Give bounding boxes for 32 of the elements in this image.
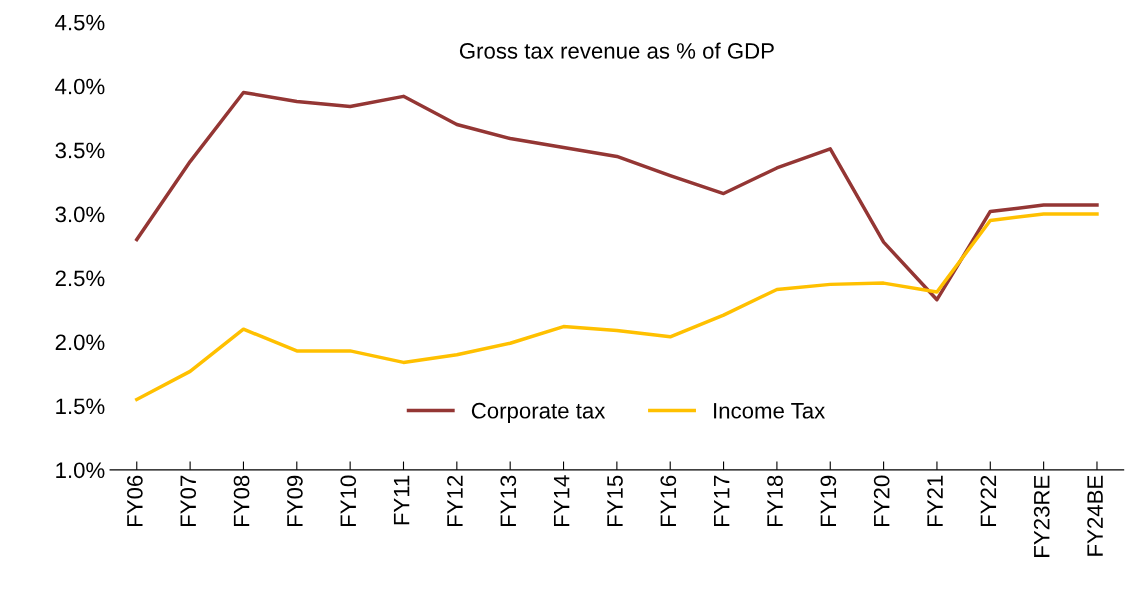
line-series <box>135 90 1099 302</box>
x-tick-label: FY16 <box>660 475 677 527</box>
y-tick-label: 1.0% <box>56 462 105 479</box>
x-tick-label: FY10 <box>340 475 357 527</box>
x-tick-label: FY23RE <box>1033 475 1050 557</box>
y-tick-label: 4.0% <box>55 78 105 95</box>
x-tick-label: FY11 <box>393 475 410 525</box>
x-tick-label: FY24BE <box>1087 475 1103 556</box>
y-tick-label: 2.5% <box>55 270 105 287</box>
legend-label: Corporate tax <box>471 402 606 423</box>
x-tick-label: FY14 <box>553 475 570 527</box>
x-tick-label: FY17 <box>714 475 730 527</box>
y-tick-label: 4.5% <box>55 14 105 31</box>
x-tick-label: FY13 <box>500 475 517 527</box>
y-tick-label: 3.0% <box>55 206 105 223</box>
x-tick-label: FY12 <box>447 475 463 527</box>
x-tick-label: FY09 <box>287 475 303 527</box>
x-tick-label: FY18 <box>767 475 783 527</box>
x-tick-label: FY19 <box>820 475 837 527</box>
y-tick-label: 3.5% <box>55 142 105 159</box>
x-tick-label: FY06 <box>127 475 143 527</box>
text: Gross tax revenue as % of GDP <box>459 42 774 59</box>
x-tick-label: FY22 <box>980 475 997 527</box>
line-series <box>135 212 1099 402</box>
x-tick-label: FY08 <box>233 475 250 527</box>
y-tick-label: 2.0% <box>55 334 105 351</box>
legend-label: Income Tax <box>714 403 826 419</box>
x-tick-label: FY21 <box>927 475 943 527</box>
x-tick-label: FY15 <box>607 475 623 527</box>
y-tick-label: 1.5% <box>56 398 105 415</box>
x-tick-label: FY07 <box>180 475 197 527</box>
x-tick-label: FY20 <box>873 475 890 527</box>
